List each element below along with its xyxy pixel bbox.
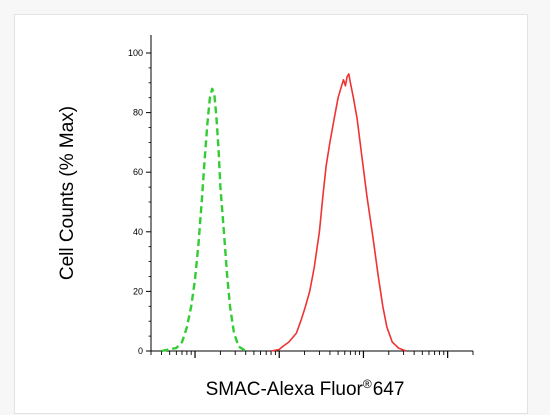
y-axis-label: Cell Counts (% Max) xyxy=(57,106,78,280)
y-tick-label: 80 xyxy=(133,108,143,118)
x-axis-label-suffix: 647 xyxy=(373,379,405,400)
y-tick-label: 20 xyxy=(133,286,143,296)
histogram-chart: 0 20 40 60 80 100 Cell Counts (% Max) SMAC-Al… xyxy=(57,35,474,400)
series-layer xyxy=(161,73,407,353)
y-tick-label: 0 xyxy=(138,346,143,356)
chart-panel: 0 20 40 60 80 100 Cell Counts (% Max) SMAC-Al… xyxy=(14,14,528,414)
y-tick-label: 100 xyxy=(128,48,143,58)
x-ticks xyxy=(150,351,474,358)
axes xyxy=(150,35,473,352)
y-ticks: 0 20 40 60 80 100 xyxy=(128,48,151,356)
x-axis-label-main: SMAC-Alexa Fluor xyxy=(206,379,364,400)
y-tick-label: 60 xyxy=(133,167,143,177)
y-tick-label: 40 xyxy=(133,227,143,237)
x-axis-label-registered: ® xyxy=(363,377,372,391)
series-line-1 xyxy=(161,87,247,353)
x-axis-label: SMAC-Alexa Fluor®647 xyxy=(206,377,405,400)
series-line-2 xyxy=(270,73,407,352)
